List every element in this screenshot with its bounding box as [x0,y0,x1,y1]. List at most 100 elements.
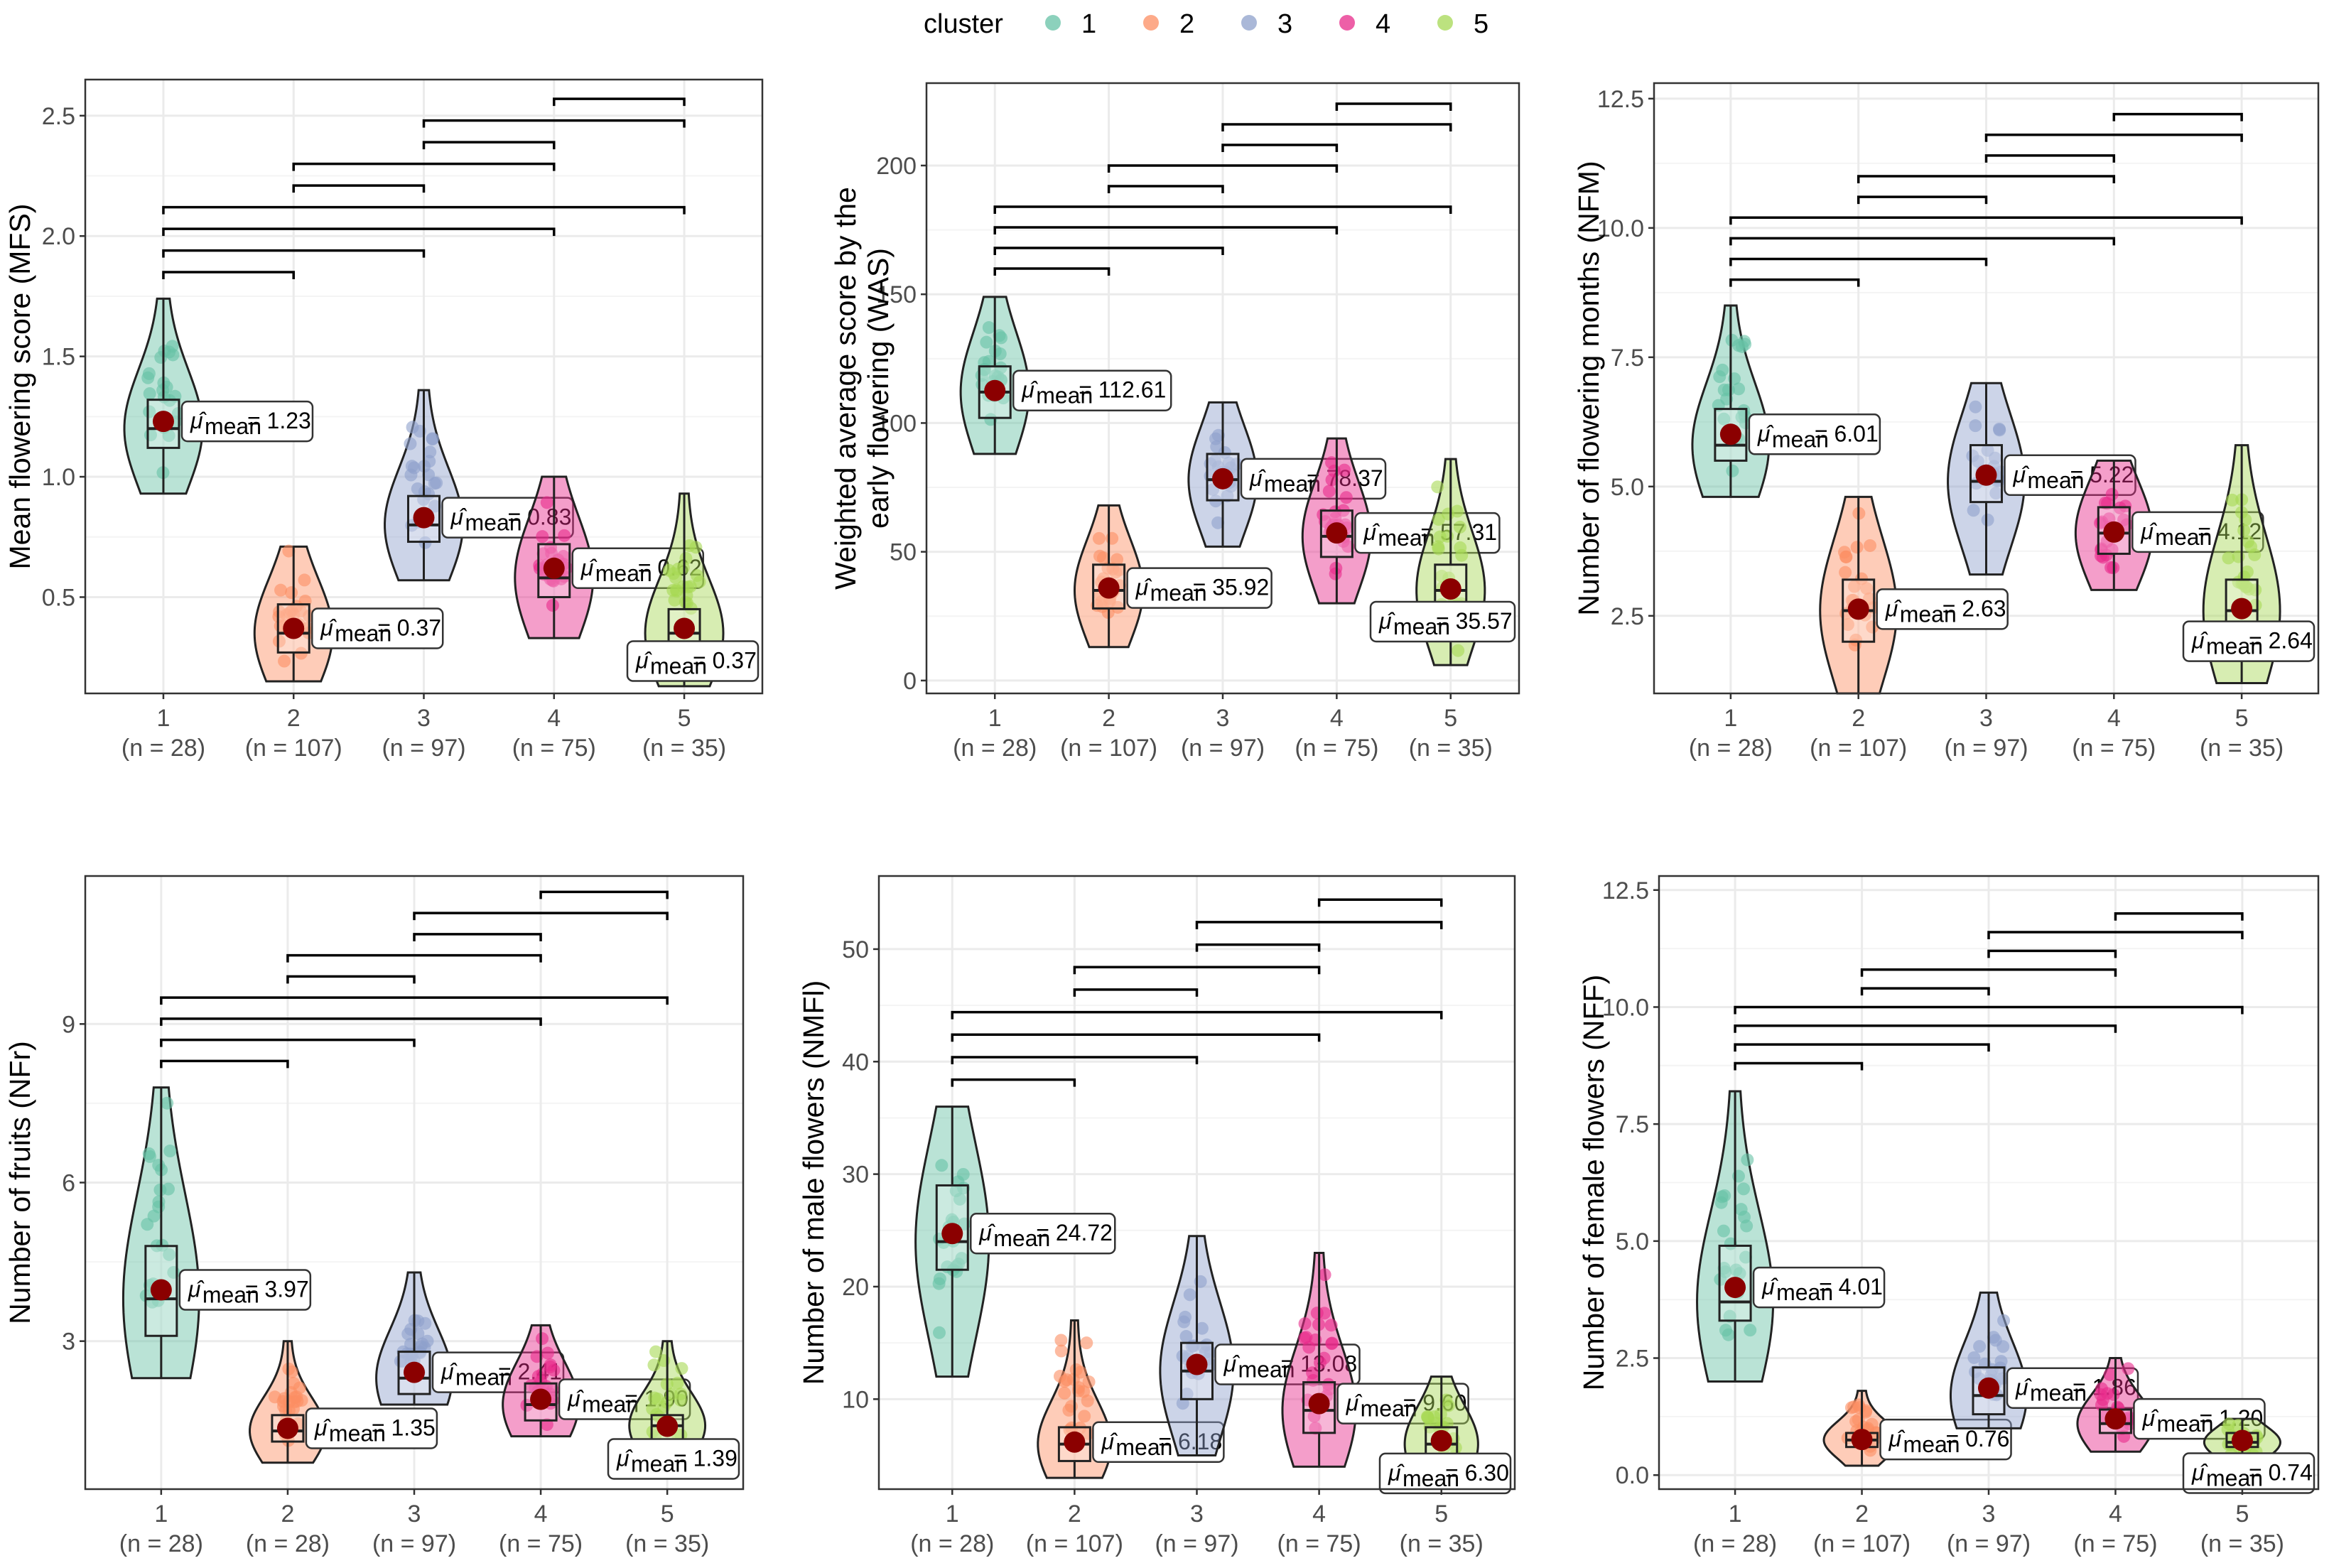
x-tick-label: 4 [2107,705,2121,732]
data-point [2122,1362,2134,1375]
chart-grid: μ̂ mean= 1.23μ̂ mean= 0.37μ̂ mean= 0.83μ̂ me… [0,0,2329,1568]
mean-value: = 3.97 [245,1277,309,1302]
data-point [1737,1182,1750,1195]
mean-label-cluster-2: μ̂ mean= 1.35 [306,1408,437,1448]
x-tick-label: 2 [287,705,301,732]
data-point [2222,551,2235,564]
mean-value: = 6.30 [1445,1460,1509,1486]
data-point [1454,521,1466,534]
data-point [1967,504,1980,517]
x-tick-label: 1 [1724,705,1737,732]
data-point [935,1159,948,1172]
x-tick-count: (n = 97) [1944,735,2028,762]
data-point [1311,1307,1324,1319]
data-point [547,1364,560,1377]
data-point [1093,550,1106,563]
mean-point-cluster-2 [1064,1432,1085,1453]
data-point [1993,423,2006,436]
y-axis-title: Number of flowering months (NFM) [1572,161,1605,615]
mean-point-cluster-4 [2104,1408,2126,1429]
mean-point-cluster-3 [1978,1378,1999,1399]
x-tick-count: (n = 97) [1947,1530,2031,1557]
data-point [2097,1393,2109,1406]
y-tick-label: 30 [842,1162,869,1189]
mean-point-cluster-2 [1852,1429,1873,1450]
data-point [1738,335,1751,347]
x-tick-count: (n = 75) [512,735,596,762]
data-point [541,496,553,509]
y-axis-title: Number of fruits (NFr) [4,1041,36,1324]
mean-label-cluster-1: μ̂ mean= 24.72 [971,1213,1115,1253]
mean-point-cluster-2 [283,618,304,639]
mean-point-cluster-3 [414,507,435,529]
mean-label-cluster-2: μ̂ mean= 0.37 [312,609,443,649]
x-tick-label: 5 [1444,705,1457,732]
mean-point-cluster-1 [1720,423,1741,445]
data-point [143,1147,156,1160]
x-tick-count: (n = 107) [1060,735,1157,762]
data-point [674,1388,687,1400]
plot-panel-3: μ̂ mean= 6.01μ̂ mean= 2.63μ̂ mean= 5.22μ̂ me… [1572,83,2318,762]
x-tick-label: 5 [2235,1501,2249,1528]
data-point [663,564,676,577]
mean-value: = 4.01 [1819,1274,1883,1299]
data-point [675,1362,688,1375]
data-point [980,336,993,349]
data-point [536,530,549,543]
data-point [287,1377,300,1390]
mean-label-cluster-5: μ̂ mean= 6.30 [1380,1454,1511,1493]
data-point [1328,465,1341,477]
plot-panel-2: μ̂ mean= 112.61μ̂ mean= 35.92μ̂ mean= 78.37… [829,83,1519,762]
mean-value: = 0.37 [377,615,441,641]
data-point [546,599,559,612]
mean-label-cluster-5: μ̂ mean= 1.39 [608,1439,739,1478]
data-point [1054,1334,1067,1346]
data-point [1967,1351,1980,1364]
data-point [1741,1153,1753,1166]
data-point [1849,1415,1862,1428]
mean-value: = 2.63 [1942,595,2006,621]
data-point [1432,543,1445,556]
mean-point-cluster-1 [153,411,174,432]
x-tick-label: 5 [1434,1501,1448,1528]
data-point [1744,1324,1756,1336]
y-tick-label: 12.5 [1597,86,1644,113]
x-tick-label: 5 [678,705,691,732]
x-tick-label: 2 [1852,705,1865,732]
y-tick-label: 2.5 [1616,1346,1649,1373]
x-tick-label: 3 [1216,705,1230,732]
data-point [1740,1220,1753,1233]
mean-point-cluster-2 [1098,578,1120,599]
y-tick-label: 0.0 [1616,1462,1649,1489]
y-tick-label: 2.5 [1611,603,1644,630]
mean-point-cluster-2 [1848,598,1869,620]
data-point [2095,1383,2108,1395]
mean-label-cluster-5: μ̂ mean= 2.64 [2183,622,2314,661]
data-point [1851,541,1864,553]
data-point [1839,551,1852,563]
x-tick-count: (n = 28) [1689,735,1773,762]
data-point [1299,1317,1312,1330]
data-point [1982,514,1994,526]
data-point [1340,491,1353,504]
mean-point-cluster-4 [1309,1393,1330,1415]
data-point [536,1332,549,1345]
data-point [430,477,443,490]
y-tick-label: 7.5 [1611,345,1644,372]
data-point [1989,1334,2002,1347]
data-point [1442,1399,1455,1412]
data-point [408,461,421,474]
plot-panel-6: μ̂ mean= 4.01μ̂ mean= 0.76μ̂ mean= 1.86μ̂ me… [1577,876,2318,1557]
y-tick-label: 40 [842,1049,869,1076]
data-point [1839,566,1852,579]
data-point [1302,1341,1315,1353]
x-tick-label: 3 [1979,705,1993,732]
y-tick-label: 1.0 [42,464,75,491]
x-tick-label: 2 [281,1501,294,1528]
x-tick-count: (n = 28) [246,1530,330,1557]
mean-value: = 0.37 [693,648,757,674]
data-point [1434,531,1447,544]
mean-point-cluster-1 [984,380,1005,401]
mean-label-cluster-1: μ̂ mean= 1.23 [182,401,313,441]
data-point [1722,384,1735,396]
